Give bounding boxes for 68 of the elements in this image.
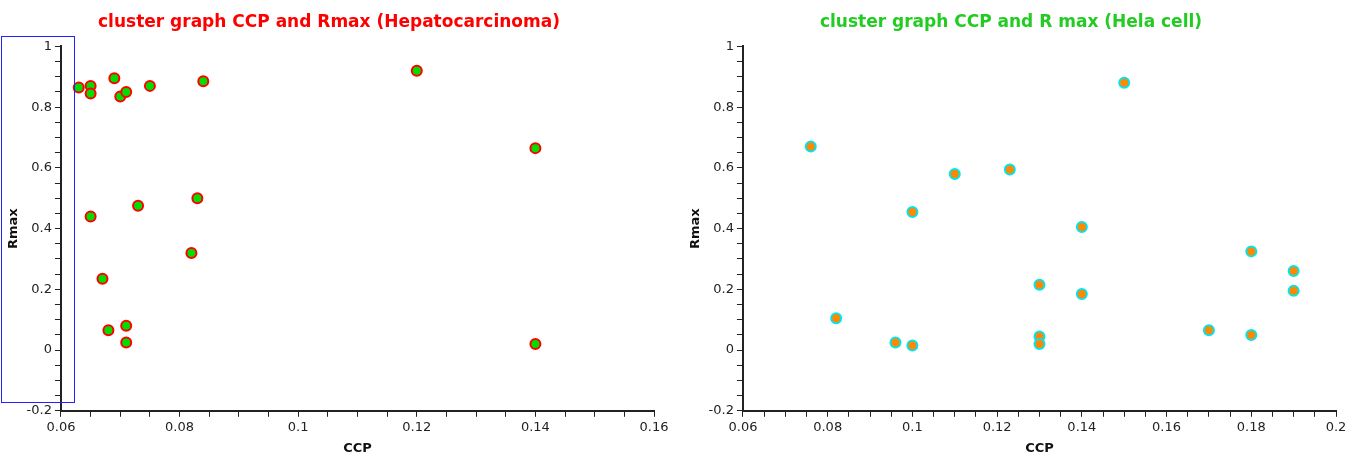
x-tick-label: 0.2 xyxy=(1325,418,1347,434)
x-tick-label: 0.08 xyxy=(165,418,195,434)
y-tick-label: 1 xyxy=(725,37,734,53)
y-tick-label: 0.2 xyxy=(713,280,734,296)
point xyxy=(84,87,97,100)
chart-title: cluster graph CCP and R max (Hela cell) xyxy=(819,10,1203,31)
point xyxy=(1003,163,1016,176)
point xyxy=(191,192,204,205)
point xyxy=(185,246,198,259)
x-tick-label: 0.16 xyxy=(1152,418,1182,434)
point xyxy=(132,199,145,212)
point xyxy=(948,167,961,180)
x-axis-title: CCP xyxy=(343,439,372,455)
point xyxy=(84,210,97,223)
x-tick-label: 0.06 xyxy=(728,418,758,434)
point xyxy=(1245,245,1258,258)
y-tick-label: 0 xyxy=(43,341,52,357)
point xyxy=(1287,284,1300,297)
point xyxy=(143,79,156,92)
point xyxy=(72,81,85,94)
x-axis-title: CCP xyxy=(1025,439,1054,455)
x-tick-label: 0.16 xyxy=(639,418,669,434)
point xyxy=(830,312,843,325)
y-tick-label: 0.2 xyxy=(31,280,52,296)
point xyxy=(96,272,109,285)
point xyxy=(1075,221,1088,234)
point xyxy=(804,140,817,153)
point xyxy=(529,337,542,350)
y-tick-label: 0.6 xyxy=(713,159,734,175)
point xyxy=(120,319,133,332)
x-tick-label: 0.14 xyxy=(1067,418,1097,434)
x-tick-label: 0.06 xyxy=(46,418,76,434)
y-tick-label: -0.2 xyxy=(26,402,52,418)
point xyxy=(1287,265,1300,278)
y-tick-label: 0.8 xyxy=(31,98,52,114)
x-tick-label: 0.14 xyxy=(520,418,550,434)
point xyxy=(120,336,133,349)
y-tick-label: 0.4 xyxy=(31,219,52,235)
x-tick-label: 0.12 xyxy=(982,418,1012,434)
y-tick-label: 0.4 xyxy=(713,219,734,235)
point xyxy=(1075,287,1088,300)
y-tick-label: 0 xyxy=(725,341,734,357)
x-tick-label: 0.08 xyxy=(813,418,843,434)
y-tick-label: 0.8 xyxy=(713,98,734,114)
point xyxy=(1033,337,1046,350)
y-tick-label: 1 xyxy=(43,37,52,53)
x-tick-label: 0.1 xyxy=(902,418,923,434)
point xyxy=(906,339,919,352)
point xyxy=(906,205,919,218)
point xyxy=(1202,324,1215,337)
x-tick-label: 0.18 xyxy=(1236,418,1266,434)
y-axis-title: Rmax xyxy=(687,207,703,249)
point xyxy=(889,336,902,349)
y-tick-label: -0.2 xyxy=(708,402,734,418)
x-tick-label: 0.1 xyxy=(287,418,309,434)
point xyxy=(108,72,121,85)
point xyxy=(1033,278,1046,291)
point xyxy=(120,85,133,98)
y-axis-title: Rmax xyxy=(5,207,21,249)
chart-title: cluster graph CCP and Rmax (Hepatocarcinoma) xyxy=(98,10,560,31)
point xyxy=(102,324,115,337)
point xyxy=(1245,328,1258,341)
point xyxy=(410,64,423,77)
x-tick-label: 0.12 xyxy=(402,418,432,434)
y-tick-label: 0.6 xyxy=(31,159,52,175)
point xyxy=(197,75,210,88)
point xyxy=(529,142,542,155)
point xyxy=(1118,76,1131,89)
